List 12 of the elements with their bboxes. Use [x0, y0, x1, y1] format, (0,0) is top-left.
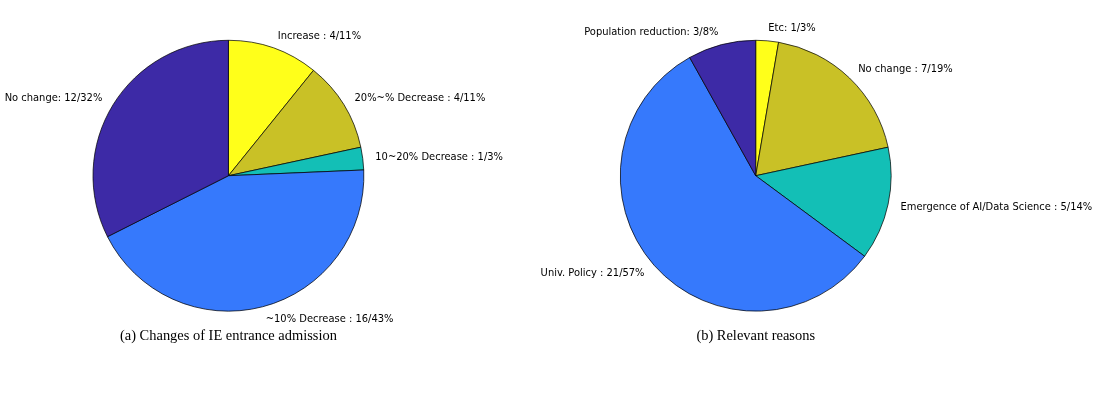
- slice-label: 20%~% Decrease : 4/11%: [354, 91, 486, 103]
- slice-label: ~10% Decrease : 16/43%: [265, 312, 394, 324]
- text: (b) Relevant reasons: [696, 327, 816, 345]
- slice-label: No change : 7/19%: [858, 62, 953, 74]
- slice-label: Etc: 1/3%: [768, 21, 816, 33]
- slice-label: Population reduction: 3/8%: [584, 26, 719, 38]
- slice-label: Increase : 4/11%: [277, 29, 362, 41]
- slice-label: No change: 12/32%: [4, 91, 103, 103]
- slice-label: Univ. Policy : 21/57%: [540, 267, 645, 279]
- slice-label: 10~20% Decrease : 1/3%: [375, 150, 504, 162]
- text: (a) Changes of IE entrance admission: [119, 327, 337, 345]
- slice-label: Emergence of AI/Data Science : 5/14%: [900, 200, 1093, 212]
